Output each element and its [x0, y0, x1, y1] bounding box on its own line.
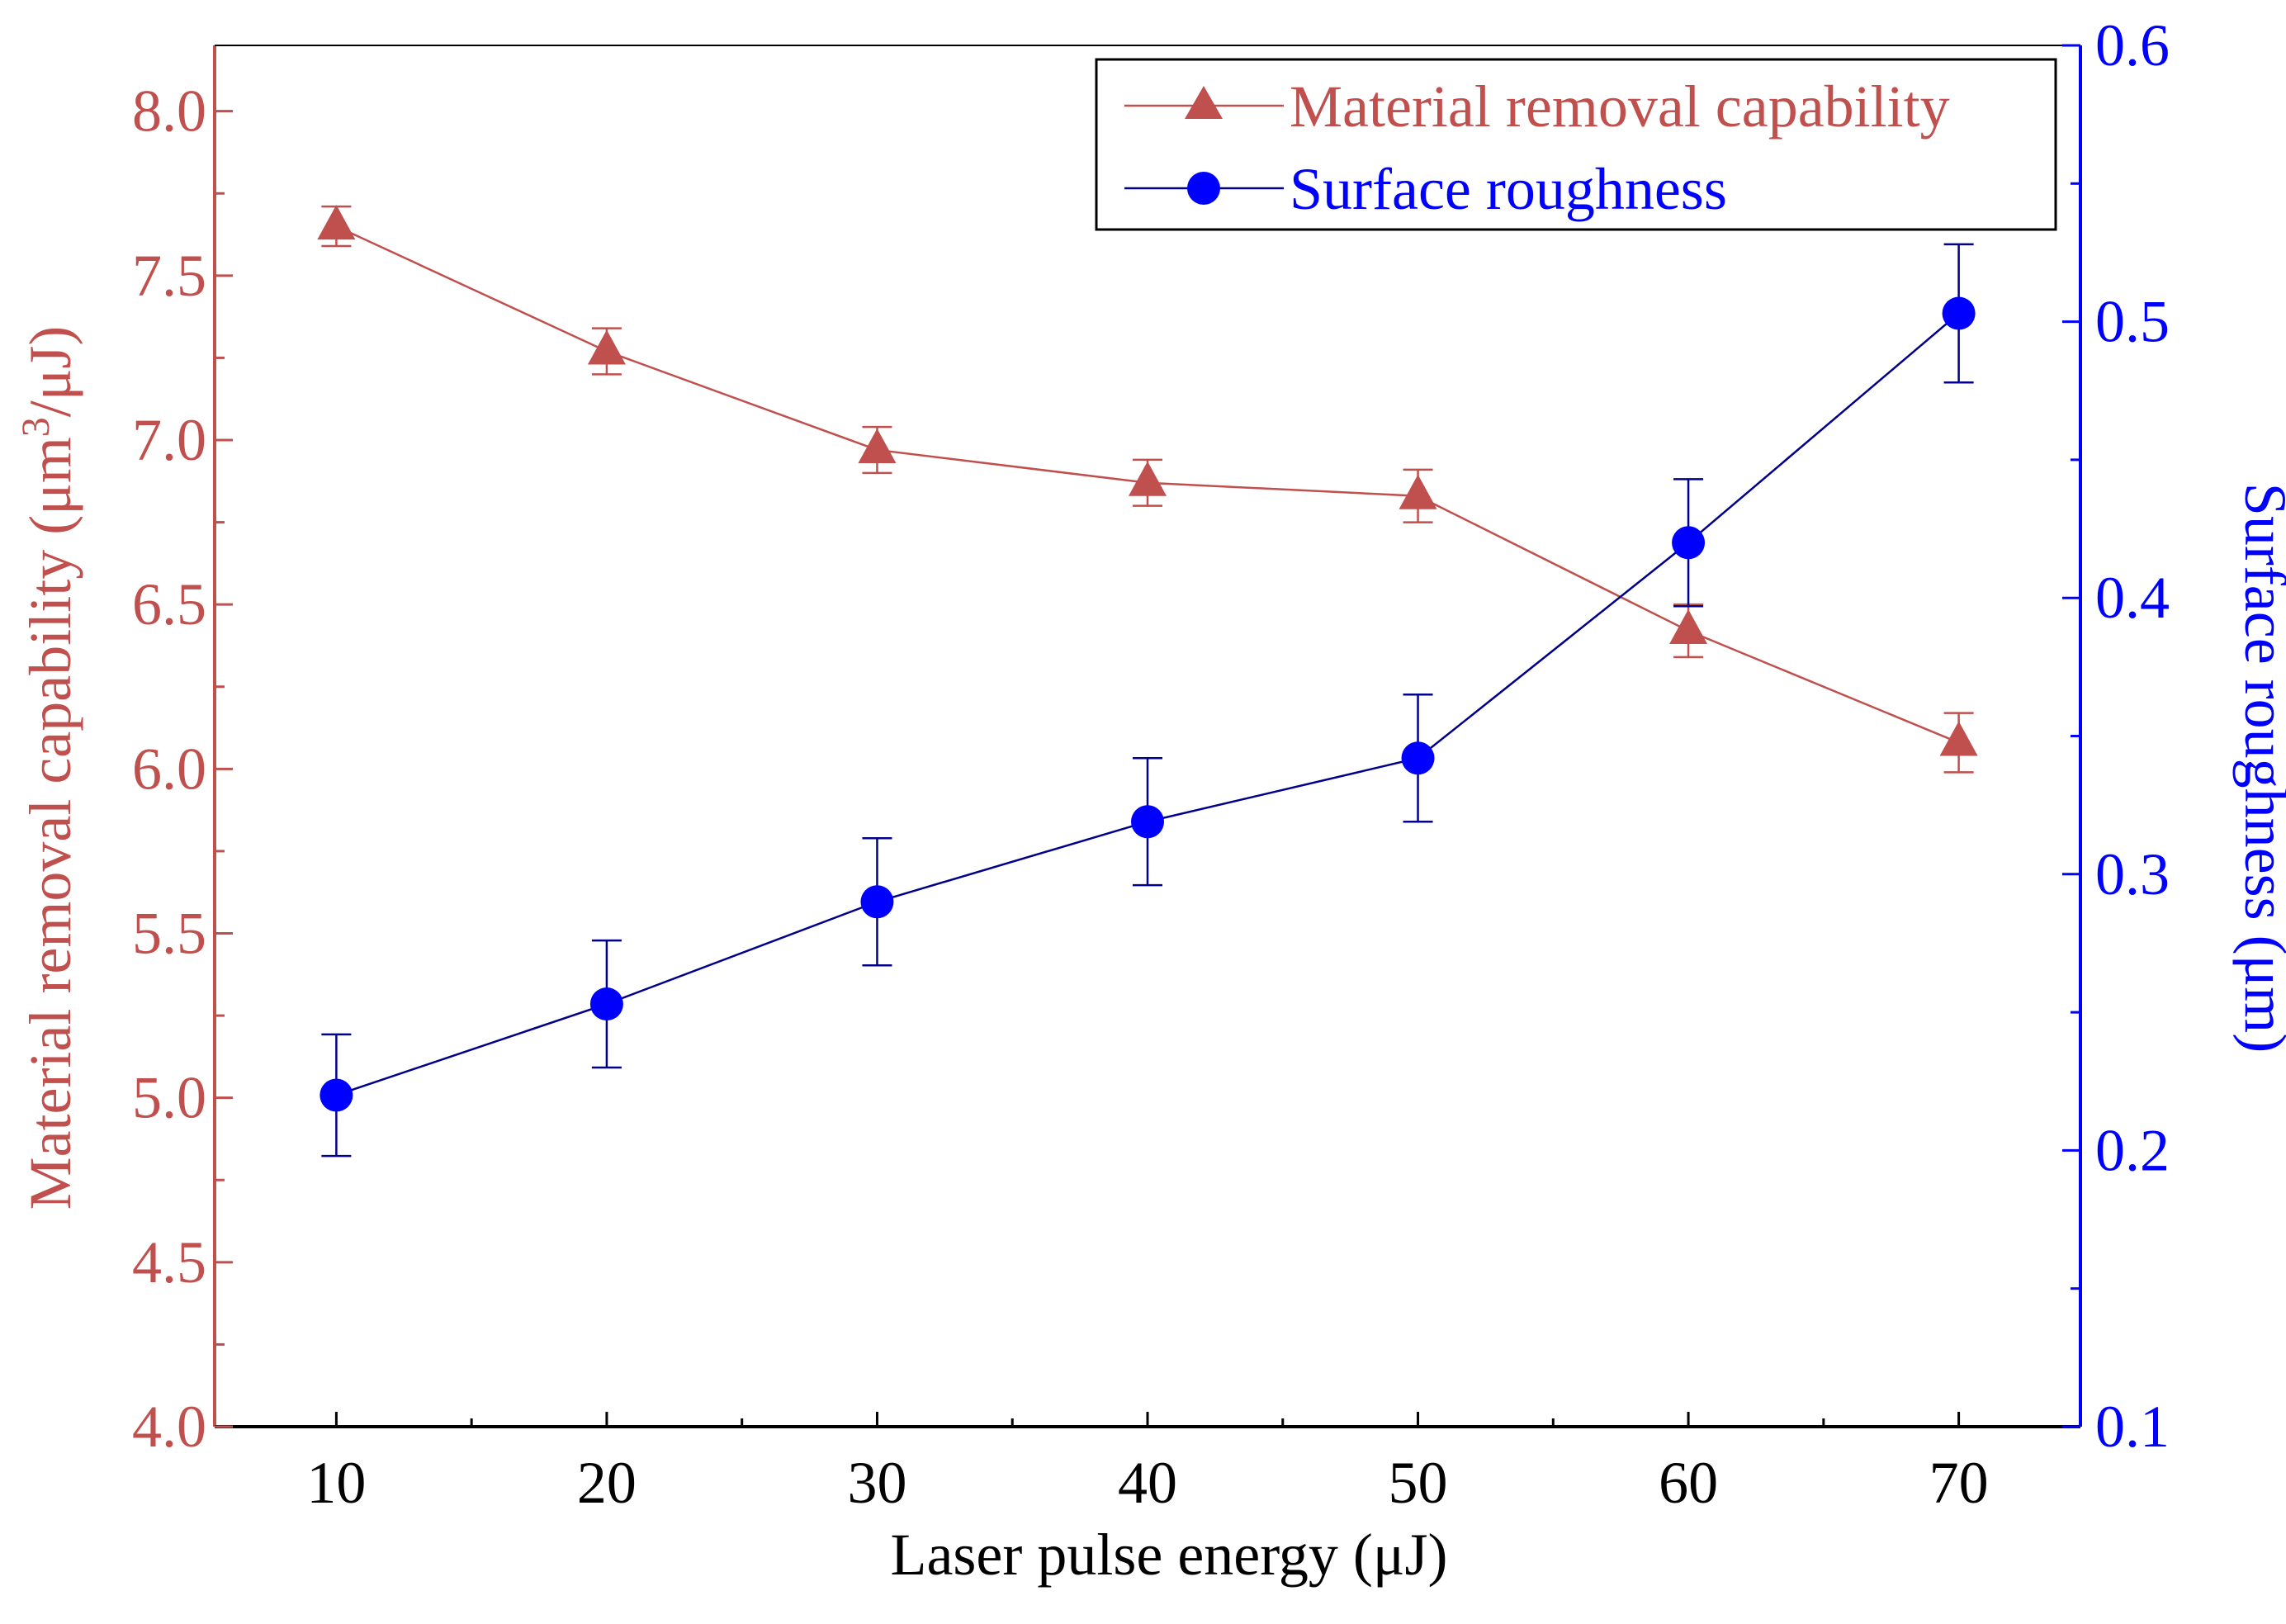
y-right-tick-label: 0.2: [2095, 1117, 2170, 1183]
y-right-tick-label: 0.5: [2095, 289, 2170, 355]
legend-sr-marker: [1187, 172, 1220, 205]
x-axis-title: Laser pulse energy (μJ): [890, 1522, 1447, 1588]
legend-sr-label: Surface roughness: [1290, 156, 1727, 222]
y-left-tick-label: 7.0: [132, 407, 206, 473]
y-left-tick-label: 8.0: [132, 78, 206, 144]
y-axis-left-title: Material removal capability (μm3/μJ): [14, 326, 83, 1210]
data-point: [1939, 721, 1978, 756]
legend-box: [1095, 58, 2057, 231]
x-tick-label: 30: [847, 1450, 906, 1516]
y-axis-right-title: Surface roughness (μm): [2232, 483, 2286, 1053]
plot-frame: [213, 45, 2082, 1428]
legend-mrc-marker: [1185, 86, 1223, 119]
y-axis-left-title-main: Material removal capability (μm: [17, 437, 83, 1210]
x-tick-label: 20: [577, 1450, 637, 1516]
series-surface-roughness: [319, 243, 1976, 1158]
data-point: [1672, 526, 1706, 560]
data-point: [1129, 461, 1167, 496]
y-axis-left-title-sup: 3: [14, 417, 58, 437]
data-point: [1399, 474, 1437, 509]
data-point: [860, 885, 894, 919]
y-left-tick-label: 7.5: [132, 243, 206, 309]
y-left-tick-label: 4.0: [132, 1394, 206, 1460]
y-axis-right: 0.1 0.2 0.3 0.4 0.5 0.6: [2062, 12, 2170, 1460]
series-line: [335, 312, 1960, 1096]
x-tick-label: 60: [1659, 1450, 1718, 1516]
data-point: [1401, 741, 1435, 775]
y-axis-left-title-tail: /μJ): [17, 326, 83, 418]
y-left-tick-label: 5.0: [132, 1065, 206, 1131]
x-tick-label: 10: [306, 1450, 366, 1516]
y-right-tick-label: 0.4: [2095, 565, 2170, 631]
x-tick-label: 40: [1118, 1450, 1177, 1516]
x-tick-label: 70: [1929, 1450, 1989, 1516]
x-axis: 10 20 30 40 50 60 70: [306, 1412, 1989, 1516]
series-layer: [317, 205, 1978, 1158]
series-material-removal-capability: [317, 205, 1978, 774]
y-right-tick-label: 0.6: [2095, 12, 2170, 78]
y-axis-left: 4.0 4.5 5.0 5.5 6.0 6.5 7.0 7.5 8.0: [132, 78, 233, 1460]
data-point: [319, 1078, 353, 1112]
data-point: [1131, 805, 1164, 839]
data-point: [317, 205, 356, 240]
legend: Material removal capability Surface roug…: [1095, 58, 2057, 231]
y-right-tick-label: 0.1: [2095, 1394, 2170, 1460]
x-tick-label: 50: [1389, 1450, 1448, 1516]
data-point: [1669, 609, 1708, 645]
y-right-tick-label: 0.3: [2095, 841, 2170, 907]
y-left-tick-label: 4.5: [132, 1229, 206, 1295]
y-left-tick-label: 6.5: [132, 571, 206, 637]
data-point: [589, 987, 623, 1021]
data-point: [1942, 296, 1976, 330]
data-point: [858, 428, 897, 463]
y-left-tick-label: 5.5: [132, 901, 206, 967]
legend-mrc-label: Material removal capability: [1290, 73, 1950, 140]
data-point: [587, 329, 626, 365]
y-left-tick-label: 6.0: [132, 736, 206, 802]
